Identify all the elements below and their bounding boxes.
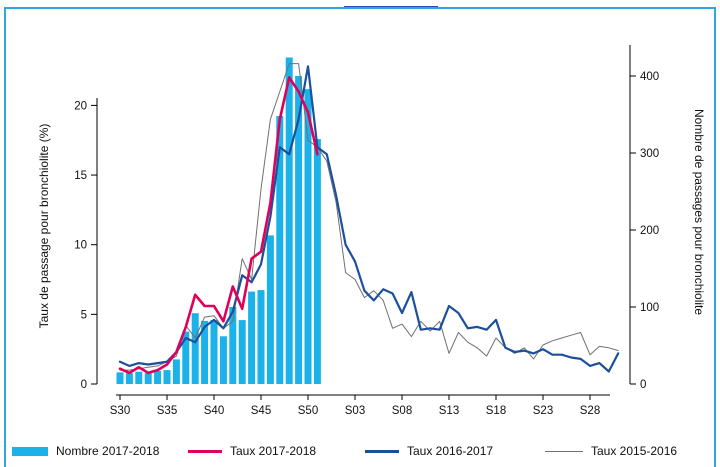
bar-nombre-2017-2018 [154, 370, 162, 384]
bar-nombre-2017-2018 [144, 373, 152, 384]
legend-label: Taux 2015-2016 [591, 444, 678, 458]
y-left-tick-label: 10 [74, 240, 87, 252]
legend-swatch-taux-2017-2018 [188, 449, 222, 453]
bar-nombre-2017-2018 [266, 235, 274, 384]
bar-nombre-2017-2018 [248, 291, 256, 384]
series-line-taux-2017-2018 [118, 76, 319, 375]
bar-nombre-2017-2018 [116, 372, 124, 384]
bar-nombre-2017-2018 [201, 320, 209, 384]
bar-nombre-2017-2018 [238, 320, 246, 384]
legend-label: Taux 2017-2018 [230, 444, 317, 458]
bar-nombre-2017-2018 [313, 139, 321, 384]
legend-label: Taux 2016-2017 [407, 444, 494, 458]
legend: Nombre 2017-2018 Taux 2017-2018 Taux 201… [0, 440, 720, 461]
x-tick-label: S50 [298, 405, 318, 417]
y-right-tick-label: 300 [640, 148, 659, 160]
legend-swatch-taux-2016-2017 [365, 449, 399, 453]
legend-item-taux-2016-2017: Taux 2016-2017 [365, 443, 493, 459]
chart-frame [4, 7, 716, 467]
legend-item-taux-2017-2018: Taux 2017-2018 [188, 443, 316, 459]
y-left-tick-label: 5 [81, 309, 87, 321]
legend-swatch-taux-2015-2016 [545, 450, 583, 452]
bar-nombre-2017-2018 [285, 57, 293, 384]
x-tick-label: S35 [157, 405, 177, 417]
bars-group [116, 57, 321, 384]
x-tick-label: S03 [345, 405, 365, 417]
bar-nombre-2017-2018 [229, 307, 237, 384]
legend-item-taux-2015-2016: Taux 2015-2016 [545, 443, 677, 459]
x-tick-label: S30 [110, 405, 130, 417]
x-tick-label: S28 [580, 405, 600, 417]
y-right-axis-title: Nombre de passages pour bronchiolite [692, 109, 706, 315]
lines-group [118, 63, 620, 375]
x-tick-label: S18 [486, 405, 506, 417]
y-left-tick-label: 15 [74, 170, 87, 182]
bar-nombre-2017-2018 [182, 331, 190, 384]
y-left-tick-label: 0 [81, 379, 87, 391]
bar-nombre-2017-2018 [219, 336, 227, 384]
y-left-axis-title: Taux de passage pour bronchiolite (%) [37, 124, 51, 329]
bar-nombre-2017-2018 [276, 116, 284, 384]
y-right-tick-label: 200 [640, 225, 659, 237]
legend-swatch-bars [12, 446, 48, 456]
y-right-tick-label: 400 [640, 71, 659, 83]
series-line-taux-2016-2017 [118, 65, 620, 373]
bar-nombre-2017-2018 [210, 320, 218, 384]
top-link-underline[interactable] [344, 0, 438, 7]
x-tick-label: S23 [533, 405, 553, 417]
bar-nombre-2017-2018 [163, 370, 171, 384]
bar-nombre-2017-2018 [125, 373, 133, 384]
bar-nombre-2017-2018 [172, 359, 180, 384]
bar-nombre-2017-2018 [135, 371, 143, 384]
legend-item-bars: Nombre 2017-2018 [12, 443, 159, 459]
legend-label: Nombre 2017-2018 [56, 444, 160, 458]
x-tick-label: S45 [251, 405, 271, 417]
y-right-tick-label: 0 [640, 379, 646, 391]
bar-nombre-2017-2018 [295, 76, 303, 384]
bar-nombre-2017-2018 [191, 313, 199, 384]
y-right-tick-label: 100 [640, 302, 659, 314]
y-left-tick-label: 20 [74, 100, 87, 112]
bar-nombre-2017-2018 [257, 290, 265, 384]
x-tick-label: S13 [439, 405, 459, 417]
bar-nombre-2017-2018 [304, 89, 312, 384]
x-tick-label: S40 [204, 405, 224, 417]
x-tick-label: S08 [392, 405, 412, 417]
axes-group [96, 45, 631, 396]
